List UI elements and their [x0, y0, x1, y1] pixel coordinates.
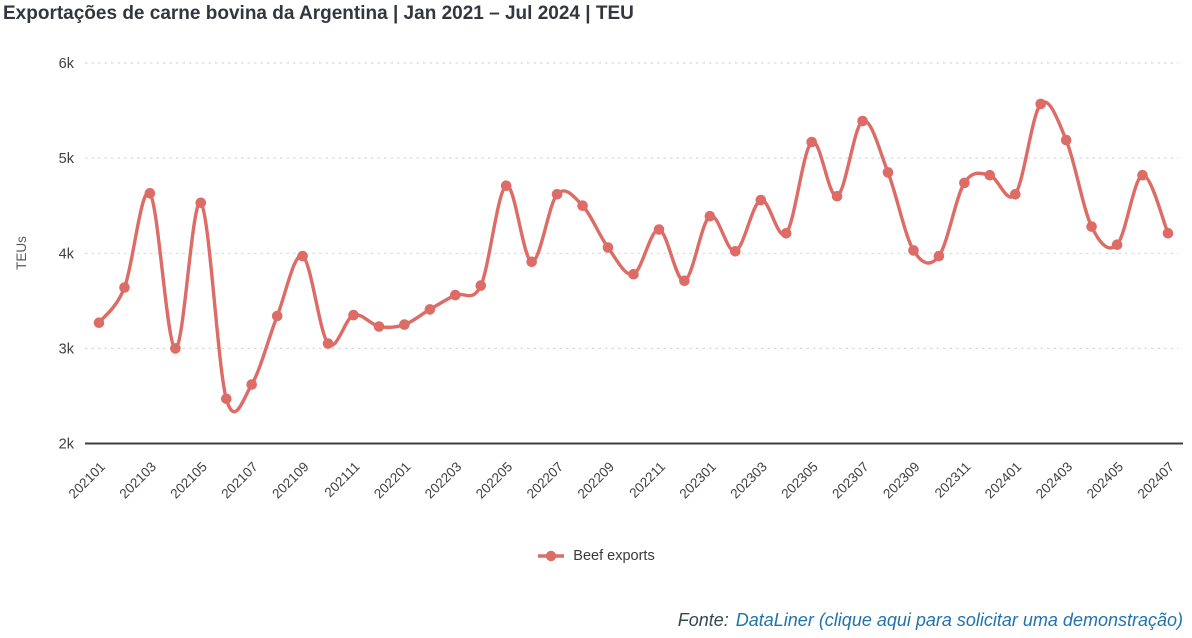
data-point-marker[interactable]: [831, 190, 843, 202]
x-axis-tick-label: 202203: [422, 459, 464, 501]
data-point-marker[interactable]: [170, 343, 181, 354]
data-point-marker[interactable]: [806, 136, 817, 148]
data-point-marker[interactable]: [322, 338, 334, 349]
data-point-marker[interactable]: [1111, 239, 1123, 250]
data-point-marker[interactable]: [399, 319, 410, 330]
data-point-marker[interactable]: [271, 310, 283, 322]
x-axis-tick-label: 202305: [778, 459, 820, 501]
legend: Beef exports: [0, 548, 1192, 564]
data-point-marker[interactable]: [755, 194, 767, 206]
data-point-marker[interactable]: [221, 393, 232, 405]
data-point-marker[interactable]: [908, 245, 919, 256]
x-axis-tick-label: 202207: [524, 459, 566, 501]
data-point-marker[interactable]: [933, 250, 945, 262]
x-axis-tick-label: 202301: [677, 459, 719, 501]
data-point-marker[interactable]: [1035, 98, 1046, 110]
data-point-marker[interactable]: [959, 177, 970, 189]
x-axis-tick-label: 202103: [117, 459, 159, 501]
x-axis-tick-label: 202307: [829, 459, 871, 501]
y-axis-tick-label: 5k: [59, 151, 75, 167]
source-note: Fonte: DataLiner (clique aqui para solic…: [678, 610, 1183, 631]
legend-item-beef-exports[interactable]: Beef exports: [537, 548, 655, 564]
data-point-marker[interactable]: [526, 256, 537, 268]
data-point-marker[interactable]: [1137, 169, 1148, 181]
data-point-marker[interactable]: [475, 280, 487, 291]
x-axis-tick-label: 202205: [473, 459, 515, 501]
data-point-marker[interactable]: [984, 169, 996, 181]
x-axis-tick-label: 202107: [218, 459, 260, 501]
data-point-marker[interactable]: [1162, 228, 1174, 239]
x-axis-tick-label: 202405: [1084, 459, 1126, 501]
x-axis-tick-label: 202407: [1135, 459, 1177, 501]
data-point-marker[interactable]: [628, 268, 639, 280]
data-point-marker[interactable]: [500, 180, 512, 191]
line-marker-icon: [538, 550, 565, 562]
x-axis-tick-label: 202201: [371, 459, 413, 501]
data-point-marker[interactable]: [653, 224, 665, 235]
data-point-marker[interactable]: [577, 200, 588, 211]
data-point-marker[interactable]: [348, 309, 359, 321]
y-axis-title: TEUs: [14, 236, 29, 270]
source-link[interactable]: DataLiner (clique aqui para solicitar um…: [735, 610, 1183, 630]
data-point-marker[interactable]: [704, 210, 716, 222]
x-axis-tick-label: 202403: [1033, 459, 1075, 501]
legend-label: Beef exports: [573, 548, 655, 564]
data-point-marker[interactable]: [144, 188, 156, 199]
source-prefix: Fonte:: [677, 610, 729, 630]
data-point-marker[interactable]: [1010, 189, 1021, 200]
x-axis-tick-label: 202105: [167, 459, 209, 501]
data-point-marker[interactable]: [246, 379, 257, 390]
x-axis-tick-label: 202311: [932, 459, 974, 501]
y-axis-tick-label: 6k: [59, 56, 75, 72]
data-point-marker[interactable]: [424, 304, 436, 315]
data-point-marker[interactable]: [602, 242, 614, 253]
x-axis-tick-label: 202111: [322, 459, 363, 500]
series-line: [97, 100, 1170, 414]
x-axis-tick-label: 202109: [269, 459, 311, 501]
x-axis-tick-label: 202101: [66, 459, 108, 501]
x-axis-tick-label: 202211: [626, 459, 668, 501]
data-point-marker[interactable]: [297, 250, 308, 262]
data-point-marker[interactable]: [119, 282, 130, 293]
data-point-marker[interactable]: [679, 275, 690, 287]
data-point-marker[interactable]: [857, 115, 868, 127]
y-axis-tick-label: 3k: [59, 341, 75, 357]
data-point-marker[interactable]: [730, 246, 741, 257]
data-point-marker[interactable]: [1086, 221, 1097, 232]
data-point-marker[interactable]: [93, 317, 105, 329]
data-point-marker[interactable]: [1060, 134, 1072, 146]
x-axis-tick-label: 202303: [727, 459, 769, 501]
data-point-marker[interactable]: [373, 321, 385, 332]
x-axis-tick-label: 202209: [575, 459, 617, 501]
data-point-marker[interactable]: [780, 228, 792, 239]
y-axis-tick-label: 4k: [59, 246, 75, 262]
x-axis-tick-label: 202309: [880, 459, 922, 501]
chart-title: Exportações de carne bovina da Argentina…: [3, 3, 634, 24]
data-point-marker[interactable]: [195, 197, 207, 209]
data-point-marker[interactable]: [450, 289, 461, 301]
data-point-marker[interactable]: [882, 167, 894, 178]
y-axis-tick-label: 2k: [59, 437, 75, 453]
x-axis-tick-label: 202401: [982, 459, 1024, 501]
data-point-marker[interactable]: [551, 189, 563, 200]
